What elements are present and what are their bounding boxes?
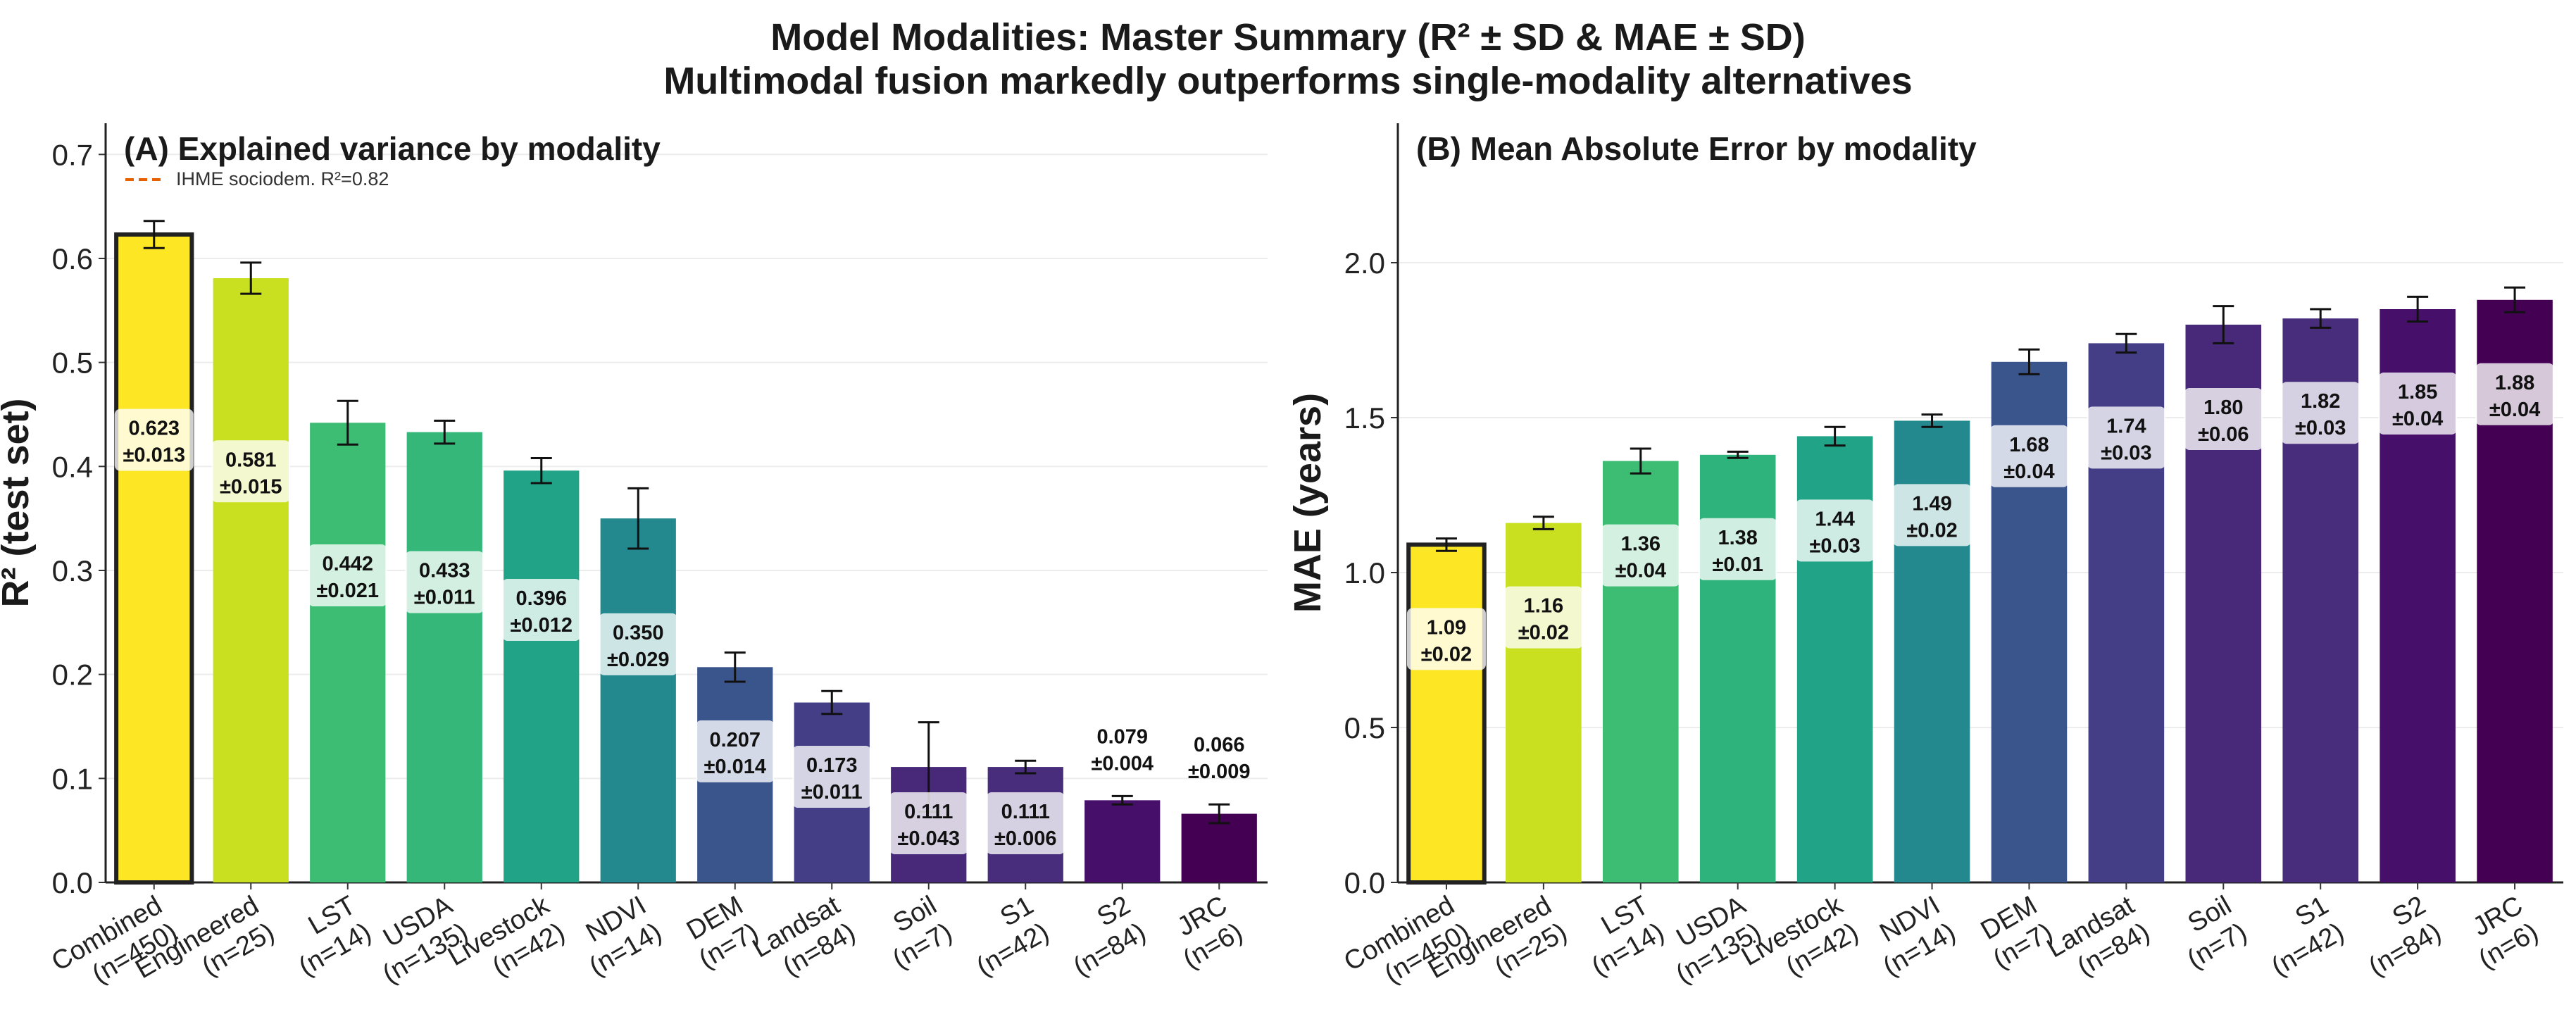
y-tick-label: 0.3: [52, 554, 93, 587]
bar: [310, 423, 386, 882]
error-label: ±0.012: [511, 614, 573, 637]
value-label: 0.111: [904, 801, 953, 823]
y-tick-label: 0.6: [52, 242, 93, 275]
y-tick-label: 0.1: [52, 762, 93, 795]
x-tick-label: Livestock(n=42): [443, 890, 570, 982]
error-label: ±0.009: [1188, 761, 1251, 783]
figure-subtitle: Multimodal fusion markedly outperforms s…: [663, 60, 1913, 102]
value-label: 0.173: [806, 754, 858, 777]
error-label: ±0.006: [994, 827, 1057, 850]
figure-title: Model Modalities: Master Summary (R² ± S…: [770, 16, 1806, 58]
y-tick-label: 0.7: [52, 138, 93, 171]
value-label-box: [695, 720, 775, 782]
value-label: 0.623: [128, 418, 180, 440]
x-tick-label: S1(n=42): [972, 890, 1054, 982]
value-label: 0.207: [709, 729, 761, 751]
error-label: ±0.004: [1092, 752, 1154, 775]
value-label: 0.442: [322, 553, 373, 575]
x-tick-label: JRC(n=6): [1173, 890, 1248, 974]
x-tick-label: NDVI(n=14): [581, 890, 667, 982]
value-label: 0.396: [515, 587, 567, 610]
value-label-box: [792, 746, 872, 808]
bar: [406, 432, 482, 882]
value-label-box: [986, 792, 1065, 854]
value-label: 0.111: [1001, 801, 1050, 823]
value-label: 0.581: [225, 449, 277, 471]
error-label: ±0.011: [801, 781, 863, 804]
error-label: ±0.015: [220, 475, 282, 498]
error-label: ±0.014: [704, 756, 767, 778]
value-label: 0.350: [613, 622, 664, 644]
value-label-box: [405, 551, 484, 613]
bar: [600, 518, 676, 882]
x-tick-label: LST(n=14): [294, 890, 376, 982]
y-axis-label: R² (test set): [0, 398, 37, 607]
bar: [504, 470, 580, 882]
legend-label-reference: IHME sociodem. R²=0.82: [176, 168, 389, 189]
error-label: ±0.029: [607, 649, 670, 671]
panel-title: (A) Explained variance by modality: [124, 130, 661, 167]
bar: [1181, 813, 1257, 882]
y-tick-label: 0.0: [52, 866, 93, 899]
x-tick-label: Soil(n=7): [887, 890, 957, 974]
value-label-box: [889, 792, 968, 854]
error-label: ±0.011: [414, 587, 475, 609]
value-label: 0.079: [1096, 725, 1148, 748]
x-tick-label: S2(n=84): [1068, 890, 1151, 982]
y-tick-label: 0.4: [52, 450, 93, 483]
value-label: 0.066: [1194, 734, 1245, 756]
y-tick-label: 0.5: [52, 346, 93, 380]
x-tick-label: DEM(n=7): [682, 890, 763, 974]
x-tick-label: Landsat(n=84): [748, 890, 861, 982]
error-label: ±0.043: [898, 827, 961, 850]
value-label: 0.433: [419, 560, 470, 582]
value-label-box: [599, 613, 678, 675]
y-tick-label: 0.2: [52, 658, 93, 692]
value-label-box: [308, 544, 387, 607]
error-label: ±0.013: [123, 444, 186, 467]
value-label-box: [211, 440, 291, 503]
bar: [114, 232, 194, 885]
bar: [1084, 800, 1161, 882]
bar: [213, 278, 289, 882]
value-label-box: [501, 578, 581, 641]
error-label: ±0.021: [317, 580, 380, 602]
value-label-box: [114, 408, 194, 471]
